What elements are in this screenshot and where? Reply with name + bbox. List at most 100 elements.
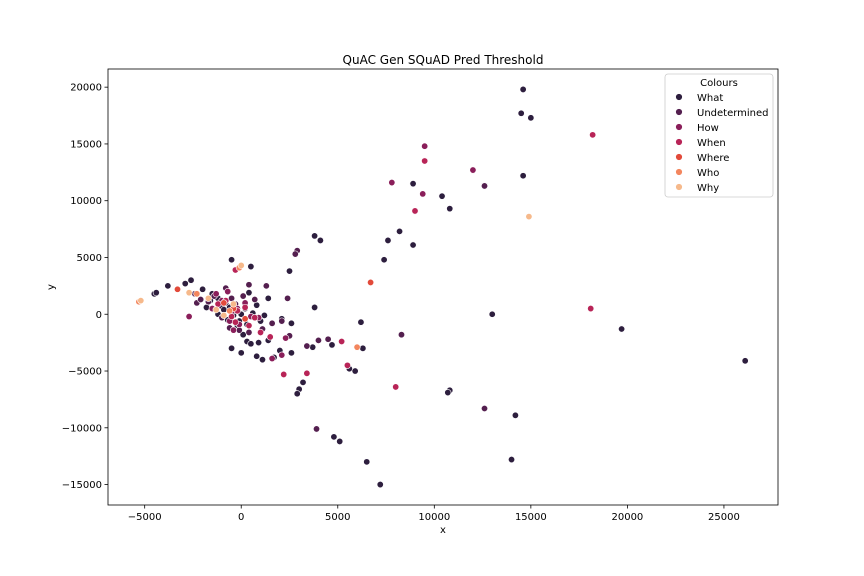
data-point <box>285 267 293 275</box>
data-point <box>353 343 361 351</box>
legend-marker <box>675 93 683 101</box>
data-point <box>303 369 311 377</box>
legend-marker <box>675 183 683 191</box>
data-point <box>251 314 259 322</box>
x-axis: −5000 0 5000 10000 15000 20000 25000 <box>128 505 740 523</box>
data-point <box>376 481 384 489</box>
data-point <box>363 458 371 466</box>
data-point <box>488 310 496 318</box>
data-point <box>226 307 234 315</box>
legend-label: Who <box>697 168 719 179</box>
y-tick-label: 0 <box>96 310 102 321</box>
legend-items: What Undetermined How When Where Who Why <box>675 93 769 194</box>
legend-title: Colours <box>700 78 738 89</box>
plot-frame <box>107 68 779 506</box>
y-tick-label: 20000 <box>70 83 102 94</box>
data-point <box>367 278 375 286</box>
data-point <box>392 383 400 391</box>
data-point <box>587 305 595 313</box>
y-axis: −15000 −10000 −5000 0 5000 10000 15000 20000 <box>62 83 108 491</box>
data-point <box>241 315 249 323</box>
data-point <box>409 241 417 249</box>
data-point <box>220 299 228 307</box>
x-axis-label: x <box>440 525 446 536</box>
data-point <box>469 166 477 174</box>
data-point <box>231 318 239 326</box>
data-point <box>519 85 527 93</box>
data-point <box>741 357 749 365</box>
data-point <box>311 303 319 311</box>
data-point <box>228 256 236 264</box>
data-point <box>380 256 388 264</box>
legend-label: When <box>697 138 726 149</box>
data-point <box>181 280 189 288</box>
x-tick-label: 15000 <box>515 512 547 523</box>
legend-marker <box>675 108 683 116</box>
data-point <box>204 294 212 302</box>
data-point <box>260 311 268 319</box>
y-tick-label: −15000 <box>62 480 102 491</box>
data-point <box>268 319 276 327</box>
data-point <box>228 344 236 352</box>
data-point <box>343 361 351 369</box>
data-point <box>247 263 255 271</box>
data-point <box>338 337 346 345</box>
data-point <box>357 318 365 326</box>
data-point <box>351 367 359 375</box>
legend-item: Who <box>675 168 719 179</box>
data-point <box>237 261 245 269</box>
data-point <box>384 236 392 244</box>
data-point <box>511 411 519 419</box>
legend-item: Why <box>675 183 719 194</box>
data-point <box>421 142 429 150</box>
legend-box <box>664 73 774 198</box>
legend-item: How <box>675 123 719 134</box>
data-point <box>438 192 446 200</box>
data-point <box>309 343 317 351</box>
data-point <box>258 356 266 364</box>
legend-item: Where <box>675 153 729 164</box>
data-point <box>324 335 332 343</box>
data-point <box>266 333 274 341</box>
data-point <box>193 290 201 298</box>
series-where <box>174 278 375 323</box>
data-point <box>508 456 516 464</box>
data-point <box>303 342 311 350</box>
x-tick-label: 0 <box>238 512 244 523</box>
x-tick-label: −5000 <box>128 512 162 523</box>
data-point <box>444 389 452 397</box>
y-axis-label: y <box>46 284 57 290</box>
legend-marker <box>675 168 683 176</box>
data-point <box>247 340 255 348</box>
data-point <box>328 341 336 349</box>
data-point <box>481 182 489 190</box>
data-point <box>255 339 263 347</box>
legend: Colours WhatUndeterminedHowWhenWhereWhoW… <box>664 73 774 198</box>
chart-title: QuAC Gen SQuAD Pred Threshold <box>343 53 544 67</box>
data-point <box>245 322 253 330</box>
data-point <box>527 114 535 122</box>
x-tick-label: 5000 <box>325 512 350 523</box>
data-point <box>278 351 286 359</box>
data-point <box>519 172 527 180</box>
data-point <box>481 404 489 412</box>
data-point <box>152 289 160 297</box>
data-point <box>230 326 238 334</box>
legend-label: How <box>697 123 719 134</box>
data-point <box>517 109 525 117</box>
data-point <box>237 349 245 357</box>
x-tick-label: 20000 <box>611 512 643 523</box>
data-point <box>257 328 265 336</box>
legend-marker <box>675 138 683 146</box>
data-point <box>314 336 322 344</box>
data-point <box>446 205 454 213</box>
data-point <box>199 285 207 293</box>
y-tick-label: 10000 <box>70 196 102 207</box>
data-point <box>245 328 253 336</box>
data-point <box>185 313 193 321</box>
data-point <box>185 289 193 297</box>
data-point <box>282 334 290 342</box>
series-what <box>150 85 749 489</box>
data-point <box>245 289 253 297</box>
data-point <box>411 207 419 215</box>
